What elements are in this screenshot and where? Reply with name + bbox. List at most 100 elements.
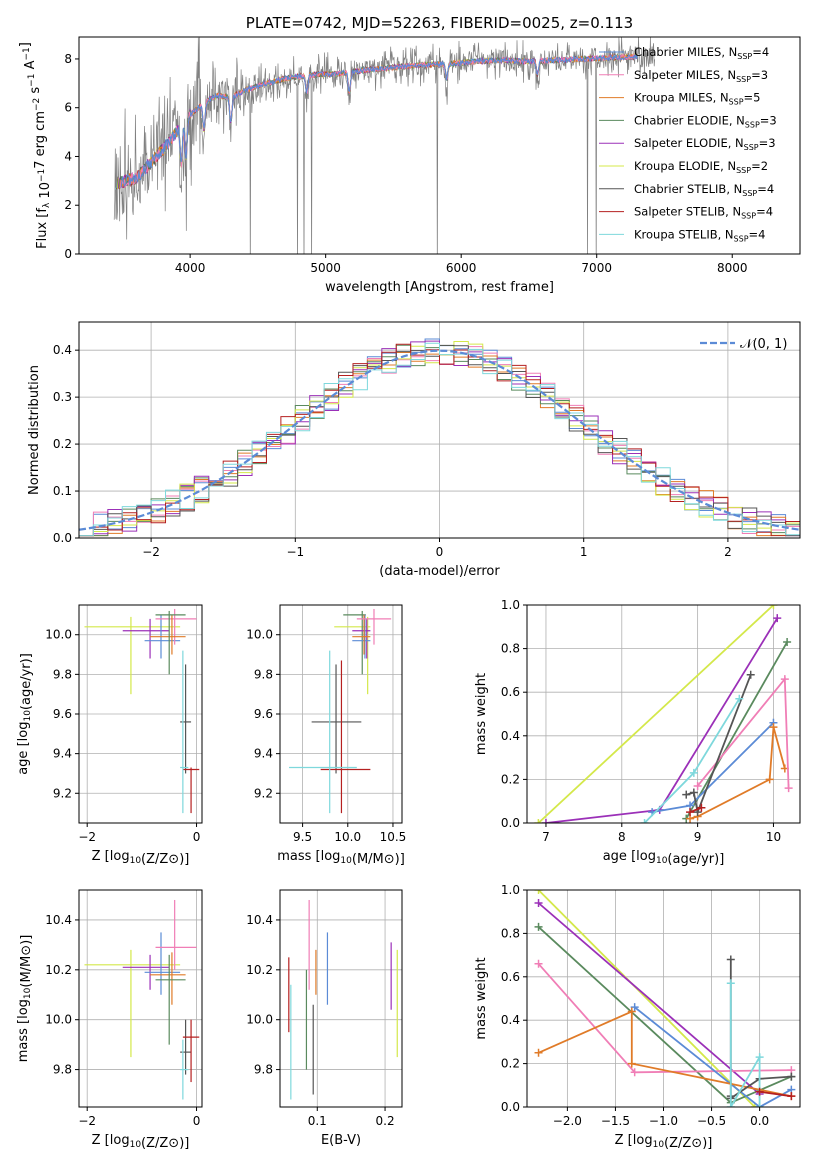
legend: Chabrier MILES, NSSP=4 Salpeter MILES, NS… — [599, 45, 777, 243]
weight-line-salpeter_elodie — [537, 902, 761, 1095]
legend-label: Chabrier STELIB, NSSP=4 — [634, 182, 774, 198]
y-tick-label: 0.6 — [501, 970, 520, 984]
histogram-kroupa_elodie — [79, 341, 800, 537]
legend-label: Kroupa MILES, NSSP=5 — [634, 91, 760, 107]
legend-label: Salpeter ELODIE, NSSP=3 — [634, 136, 776, 152]
axes-frame — [279, 889, 403, 1108]
x-tick-label: −1.5 — [601, 1114, 630, 1128]
x-tick-label: 0 — [436, 545, 444, 559]
weight-marker-kroupa_miles — [627, 1007, 636, 1016]
model-line-chabrier_miles — [120, 53, 638, 189]
y-tick-label: 10.0 — [246, 628, 273, 642]
weight-marker-chabrier_stelib — [689, 788, 698, 797]
weight-marker-kroupa_miles — [627, 1059, 636, 1068]
y-tick-label: 9.6 — [254, 707, 273, 721]
y-tick-label: 10.0 — [45, 1013, 72, 1027]
y-axis-label: mass weight — [474, 957, 489, 1039]
x-tick-label: 7000 — [581, 261, 612, 275]
y-axis-label: age [log10(age/yr)] — [16, 653, 34, 775]
x-tick-label: 9.5 — [293, 830, 312, 844]
x-tick-label: 0 — [193, 1114, 201, 1128]
y-axis-label: mass [log10(M/M⊙)] — [16, 935, 34, 1063]
legend-label: Salpeter MILES, NSSP=3 — [634, 68, 768, 84]
weight-marker-salpeter_stelib — [686, 808, 695, 817]
weight-marker-salpeter_stelib — [787, 1092, 796, 1101]
plot-area — [288, 899, 398, 1100]
plot-area — [79, 338, 800, 537]
panel-weight_vs_age: 7 8 9 10 0.0 0.2 0.4 0.6 0.8 1.0 age [log10(age/yr… — [474, 598, 801, 867]
y-tick-label: 1.0 — [501, 883, 520, 897]
x-tick-label: −1.0 — [649, 1114, 678, 1128]
x-tick-label: 1 — [580, 545, 588, 559]
weight-marker-kroupa_stelib — [640, 819, 649, 823]
x-tick-label: 0.1 — [308, 1114, 327, 1128]
plot-area — [84, 608, 200, 814]
y-tick-label: 9.8 — [53, 1063, 72, 1077]
legend-label: 𝒩(0, 1) — [740, 337, 787, 352]
weight-marker-salpeter_miles — [784, 784, 793, 793]
weight-line-kroupa_elodie — [537, 890, 756, 1107]
normal-curve — [79, 349, 800, 531]
weight-marker-salpeter_miles — [534, 959, 543, 968]
weight-line-kroupa_miles — [538, 1010, 792, 1098]
y-tick-label: 0.8 — [501, 642, 520, 656]
weight-marker-kroupa_miles — [765, 775, 774, 784]
x-tick-label: −2 — [78, 1114, 96, 1128]
y-tick-label: 0.1 — [53, 484, 72, 498]
panel-residuals: −2 −1 0 1 2 0.0 0.1 0.2 0.3 0.4 (data-model)/error… — [27, 321, 801, 579]
weight-marker-salpeter_stelib — [755, 1087, 764, 1096]
x-tick-label: −0.5 — [697, 1114, 726, 1128]
y-tick-label: 0.2 — [501, 1057, 520, 1071]
x-tick-label: 10.5 — [380, 830, 407, 844]
weight-marker-kroupa_stelib — [735, 694, 744, 703]
weight-marker-kroupa_stelib — [689, 768, 698, 777]
x-tick-label: 0.0 — [750, 1114, 769, 1128]
weight-marker-salpeter_elodie — [773, 614, 782, 623]
x-axis-label: Z [log10(Z/Z⊙)] — [615, 1133, 713, 1151]
weight-marker-kroupa_stelib — [726, 1103, 735, 1107]
panel-mass_vs_ebv: 0.1 0.2 9.8 10.0 10.2 10.4 E(B-V) — [246, 889, 403, 1148]
y-tick-label: 0.0 — [53, 531, 72, 545]
plot-area — [289, 608, 392, 814]
legend-label: Kroupa ELODIE, NSSP=2 — [634, 159, 768, 175]
weight-marker-salpeter_miles — [780, 675, 789, 684]
panel-mass_vs_z: −2 0 9.8 10.0 10.2 10.4 Z [log10(Z/Z⊙)] mass [l… — [16, 889, 203, 1151]
weight-marker-kroupa_miles — [534, 1048, 543, 1057]
x-tick-label: 4000 — [175, 261, 206, 275]
y-tick-label: 0.6 — [501, 685, 520, 699]
weight-marker-kroupa_miles — [769, 723, 778, 732]
weight-line-chabrier_elodie — [685, 641, 788, 820]
y-tick-label: 9.8 — [254, 667, 273, 681]
plot-area — [113, 37, 656, 254]
weight-marker-salpeter_elodie — [541, 819, 550, 823]
histogram-chabrier_miles — [79, 338, 800, 537]
x-tick-label: 2 — [724, 545, 732, 559]
axes-frame — [78, 604, 203, 824]
plot-area — [84, 899, 200, 1100]
x-tick-label: 0 — [193, 830, 201, 844]
weight-marker-kroupa_stelib — [755, 1103, 764, 1107]
y-tick-label: 10.0 — [45, 628, 72, 642]
weight-line-kroupa_elodie — [537, 605, 775, 823]
x-axis-label: Z [log10(Z/Z⊙)] — [92, 849, 190, 867]
y-tick-label: 0.4 — [501, 1013, 520, 1027]
panel-age_vs_mass: 9.5 10.0 10.5 9.2 9.4 9.6 9.8 10.0 mass [log10(M… — [246, 604, 407, 867]
x-tick-label: −2 — [78, 830, 96, 844]
legend-label: Salpeter STELIB, NSSP=4 — [634, 205, 773, 221]
y-tick-label: 10.4 — [246, 913, 273, 927]
x-axis-label: mass [log10(M/M⊙)] — [277, 849, 405, 867]
y-tick-label: 10.0 — [246, 1013, 273, 1027]
x-tick-label: 10 — [766, 830, 781, 844]
plot-area — [534, 605, 793, 823]
x-axis-label: (data-model)/error — [379, 564, 500, 579]
y-tick-label: 9.2 — [254, 786, 273, 800]
legend-label: Chabrier ELODIE, NSSP=3 — [634, 113, 777, 129]
x-tick-label: 8 — [618, 830, 626, 844]
x-tick-label: 5000 — [310, 261, 341, 275]
weight-line-chabrier_stelib — [686, 674, 752, 816]
y-tick-label: 0 — [64, 247, 72, 261]
panel-age_vs_z: −2 0 9.2 9.4 9.6 9.8 10.0 Z [log10(Z/Z⊙)] age [l… — [16, 604, 203, 867]
y-tick-label: 9.8 — [53, 667, 72, 681]
weight-marker-chabrier_elodie — [783, 638, 792, 647]
weight-marker-chabrier_stelib — [787, 1072, 796, 1081]
